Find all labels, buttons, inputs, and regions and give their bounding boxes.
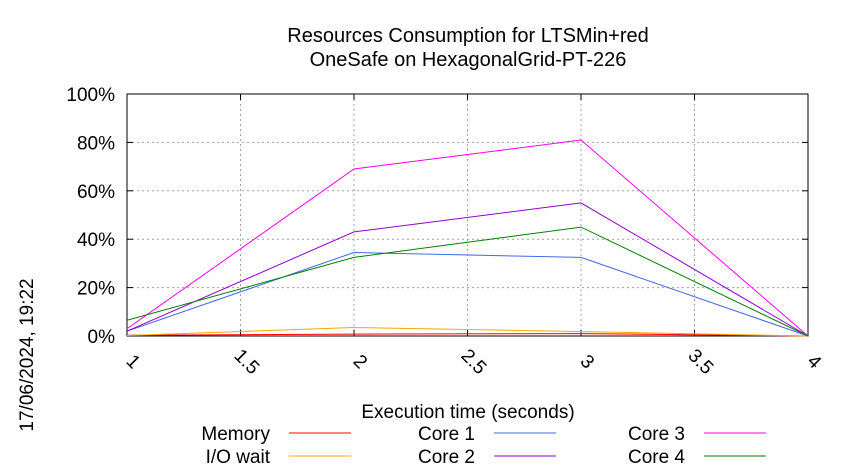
- timestamp-label: 17/06/2024, 19:22: [17, 278, 38, 431]
- series-line-core-3: [126, 139, 809, 337]
- legend-label-memory: Memory: [201, 424, 270, 445]
- x-tick-label: 1: [122, 351, 144, 373]
- y-tick-label: 40%: [77, 230, 115, 251]
- x-tick-label: 3: [576, 351, 598, 373]
- y-tick-label: 60%: [77, 182, 115, 203]
- y-tick-label: 80%: [77, 133, 115, 154]
- series-lines: [126, 139, 809, 337]
- x-tick-label: 2.5: [457, 345, 491, 379]
- x-tick-label: 1.5: [230, 345, 264, 379]
- legend-label-core-4: Core 4: [628, 447, 685, 468]
- chart-title-line-2: OneSafe on HexagonalGrid-PT-226: [310, 49, 627, 71]
- legend-label-core-2: Core 2: [418, 447, 475, 468]
- series-line-i-o-wait: [126, 326, 809, 337]
- chart-title-line-1: Resources Consumption for LTSMin+red: [287, 25, 648, 47]
- series-line-core-4: [126, 226, 809, 337]
- y-tick-label: 100%: [66, 85, 115, 106]
- legend-label-core-3: Core 3: [628, 424, 685, 445]
- y-tick-label: 20%: [77, 279, 115, 300]
- series-line-core-1: [126, 251, 809, 337]
- x-tick-label: 4: [803, 351, 826, 374]
- grid: [127, 94, 808, 336]
- legend-label-core-1: Core 1: [418, 424, 475, 445]
- x-tick-label: 3.5: [684, 345, 718, 379]
- x-axis-label: Execution time (seconds): [361, 402, 574, 423]
- legend-label-i-o-wait: I/O wait: [206, 447, 271, 468]
- y-tick-label: 0%: [88, 327, 116, 348]
- x-tick-label: 2: [349, 351, 371, 373]
- series-line-core-2: [126, 202, 809, 337]
- series-line-memory: [126, 333, 809, 337]
